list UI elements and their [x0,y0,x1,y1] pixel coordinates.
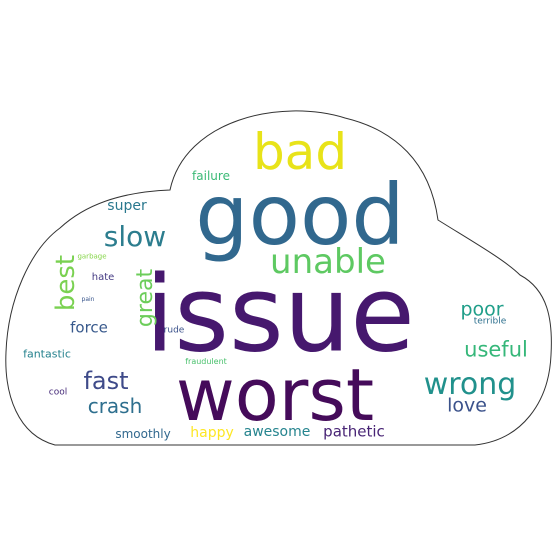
word-fast: fast [83,367,129,395]
word-rude: rude [163,325,185,336]
word-useful: useful [464,337,528,362]
cloud-shape [5,110,552,446]
word-unable: unable [270,242,386,282]
word-great: great [133,268,158,328]
word-failure: failure [192,169,230,183]
word-slow: slow [103,220,167,253]
word-worst: worst [175,353,375,437]
word-force: force [70,318,108,337]
word-happy: happy [190,425,234,441]
word-terrible: terrible [473,316,507,327]
word-smoothly: smoothly [115,427,171,441]
word-hate: hate [91,272,115,283]
word-pain: pain [81,296,95,303]
word-pathetic: pathetic [323,422,385,441]
word-crash: crash [87,394,143,418]
word-super: super [107,198,147,214]
word-cool: cool [48,387,68,398]
word-best: best [51,254,81,312]
word-love: love [447,394,487,417]
word-issue: issue [145,253,415,376]
word-awesome: awesome [243,424,311,440]
word-fraudulent: fraudulent [185,357,227,366]
word-bad: bad [252,123,348,181]
word-wrong: wrong [423,367,517,402]
word-fantastic: fantastic [23,347,71,361]
word-good: good [195,166,405,264]
word-poor: poor [460,298,504,321]
word-garbage: garbage [77,252,107,261]
